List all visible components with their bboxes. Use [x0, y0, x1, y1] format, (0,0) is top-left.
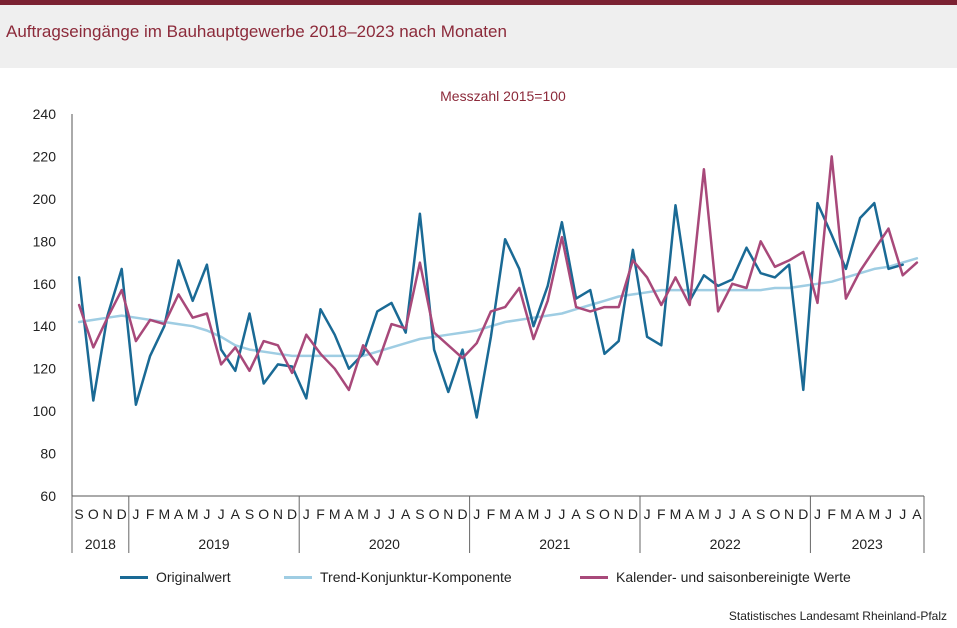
- x-tick-label: M: [158, 506, 170, 522]
- x-tick-label: S: [586, 506, 595, 522]
- legend-swatch-original: [120, 575, 148, 579]
- x-tick-label: J: [885, 506, 892, 522]
- x-tick-label: N: [443, 506, 453, 522]
- x-tick-label: D: [457, 506, 467, 522]
- x-tick-label: M: [868, 506, 880, 522]
- year-label: 2020: [369, 536, 400, 552]
- x-tick-label: A: [515, 506, 525, 522]
- source-note: Statistisches Landesamt Rheinland-Pfalz: [728, 609, 947, 623]
- legend-swatch-trend: [284, 575, 312, 579]
- series-line-original: [77, 201, 904, 419]
- x-tick-label: A: [231, 506, 241, 522]
- x-tick-label: M: [187, 506, 199, 522]
- x-tick-label: F: [487, 506, 496, 522]
- x-tick-label: N: [614, 506, 624, 522]
- x-tick-label: F: [146, 506, 155, 522]
- legend-label-original: Originalwert: [156, 569, 231, 585]
- year-label: 2018: [85, 536, 116, 552]
- y-tick-label: 180: [33, 233, 57, 249]
- y-tick-label: 140: [33, 318, 57, 334]
- x-tick-label: S: [74, 506, 83, 522]
- x-tick-label: A: [912, 506, 922, 522]
- page-title: Auftragseingänge im Bauhauptgewerbe 2018…: [6, 22, 507, 41]
- y-tick-label: 60: [40, 488, 56, 504]
- x-tick-label: N: [784, 506, 794, 522]
- x-tick-label: M: [357, 506, 369, 522]
- x-tick-label: A: [174, 506, 184, 522]
- x-tick-label: A: [685, 506, 695, 522]
- x-tick-label: O: [429, 506, 440, 522]
- x-tick-label: S: [756, 506, 765, 522]
- x-tick-label: O: [258, 506, 269, 522]
- year-label: 2019: [198, 536, 229, 552]
- series-line-adjusted: [77, 155, 919, 392]
- x-tick-label: D: [798, 506, 808, 522]
- header-accent-bar: [0, 0, 957, 5]
- x-tick-label: M: [840, 506, 852, 522]
- x-tick-label: J: [203, 506, 210, 522]
- x-tick-label: J: [473, 506, 480, 522]
- x-tick-label: A: [401, 506, 411, 522]
- x-tick-label: S: [245, 506, 254, 522]
- y-tick-label: 80: [40, 446, 56, 462]
- x-tick-label: M: [698, 506, 710, 522]
- x-tick-label: O: [599, 506, 610, 522]
- x-tick-label: D: [117, 506, 127, 522]
- x-tick-label: F: [316, 506, 325, 522]
- x-tick-label: O: [769, 506, 780, 522]
- x-tick-label: J: [814, 506, 821, 522]
- y-tick-label: 100: [33, 403, 57, 419]
- x-tick-label: J: [218, 506, 225, 522]
- x-tick-label: D: [628, 506, 638, 522]
- legend-label-adjusted: Kalender- und saisonbereinigte Werte: [616, 569, 851, 585]
- x-tick-label: J: [715, 506, 722, 522]
- x-tick-label: N: [102, 506, 112, 522]
- y-tick-label: 240: [33, 106, 57, 122]
- x-tick-label: D: [287, 506, 297, 522]
- x-tick-label: M: [528, 506, 540, 522]
- x-tick-label: S: [415, 506, 424, 522]
- x-tick-label: M: [499, 506, 511, 522]
- x-tick-label: A: [571, 506, 581, 522]
- x-tick-label: A: [855, 506, 865, 522]
- chart-title: Messzahl 2015=100: [440, 88, 566, 104]
- legend-item-adjusted: Kalender- und saisonbereinigte Werte: [580, 569, 851, 585]
- year-label: 2022: [710, 536, 741, 552]
- legend-label-trend: Trend-Konjunktur-Komponente: [320, 569, 512, 585]
- legend-item-original: Originalwert: [120, 569, 231, 585]
- x-tick-label: J: [132, 506, 139, 522]
- x-tick-label: A: [742, 506, 752, 522]
- x-tick-label: J: [388, 506, 395, 522]
- x-tick-label: J: [374, 506, 381, 522]
- x-tick-label: A: [344, 506, 354, 522]
- legend-item-trend: Trend-Konjunktur-Komponente: [284, 569, 512, 585]
- x-tick-label: J: [558, 506, 565, 522]
- x-tick-label: J: [303, 506, 310, 522]
- y-tick-label: 120: [33, 361, 57, 377]
- x-tick-label: O: [88, 506, 99, 522]
- y-tick-label: 160: [33, 276, 57, 292]
- x-tick-label: M: [329, 506, 341, 522]
- series-lines: [77, 155, 919, 419]
- x-tick-label: F: [827, 506, 836, 522]
- x-tick-label: M: [670, 506, 682, 522]
- x-tick-label: J: [729, 506, 736, 522]
- x-tick-label: J: [544, 506, 551, 522]
- x-tick-label: F: [657, 506, 666, 522]
- x-tick-label: N: [273, 506, 283, 522]
- legend-swatch-adjusted: [580, 575, 608, 579]
- year-label: 2023: [852, 536, 883, 552]
- year-label: 2021: [539, 536, 570, 552]
- x-tick-label: J: [644, 506, 651, 522]
- y-tick-label: 200: [33, 191, 57, 207]
- x-tick-label: J: [899, 506, 906, 522]
- y-tick-label: 220: [33, 148, 57, 164]
